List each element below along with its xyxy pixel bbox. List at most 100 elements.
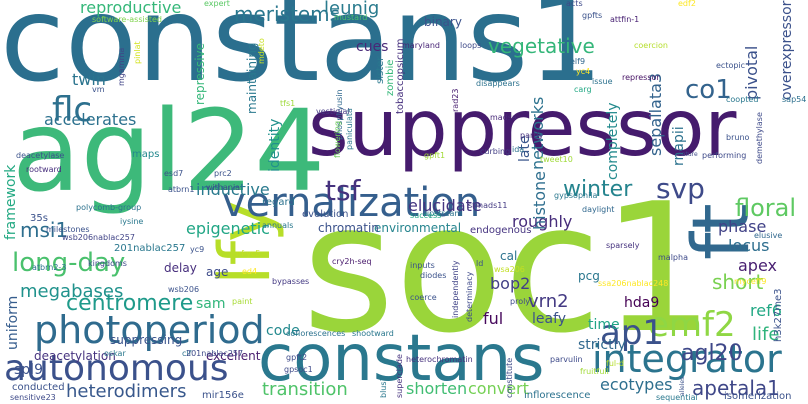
word-framework: framework	[3, 164, 19, 240]
word-co1: co1	[685, 75, 732, 105]
word-determinacy: determinacy	[465, 271, 474, 322]
word-svp: svp	[656, 172, 705, 205]
word-rnapii: rnapii	[671, 126, 687, 166]
word-performing: performing	[702, 151, 747, 160]
word-time: time	[588, 317, 620, 333]
word-constitute: constitute	[505, 357, 514, 398]
word-ecotypes: ecotypes	[600, 375, 673, 394]
word-independently: independently	[451, 260, 460, 318]
word-diodes: diodes	[420, 271, 447, 280]
word-constans1: constans1	[0, 0, 604, 108]
word-edf2: edf2	[678, 0, 696, 8]
word-mdeto: mdeto	[257, 38, 266, 64]
word-gpft1: gpft1	[424, 151, 446, 160]
word-disappears: disappears	[476, 79, 520, 88]
word-accelerates: accelerates	[44, 110, 137, 129]
word-short: short	[712, 270, 764, 294]
word-suppressing: suppressing	[110, 333, 183, 347]
word-ful-d: ful-d	[606, 359, 625, 368]
word-ed4: ed4	[242, 267, 258, 276]
word-yc9: yc9	[190, 245, 205, 254]
word-loops: loops	[460, 41, 482, 50]
word-upstream: upstream	[424, 209, 463, 218]
word-gpfts: gpfts	[582, 11, 603, 20]
word-madsa: madsa	[490, 113, 517, 122]
word-heterodimers: heterodimers	[66, 381, 187, 402]
word-software-assisted: software-assisted	[92, 15, 163, 24]
word-leunig: leunig	[324, 0, 380, 19]
word-elucidate: elucidate	[408, 196, 482, 215]
word-sap54: sap54	[782, 95, 807, 104]
word-shootward: shootward	[352, 329, 394, 338]
word-inflorescence: inflorescence	[524, 390, 591, 401]
word-elf9: elf9	[570, 57, 586, 66]
word-coflorescences: coflorescences	[286, 329, 346, 338]
word-annuals: annuals	[262, 221, 294, 230]
word-integrator: integrator	[592, 337, 782, 381]
word-issue: issue	[592, 77, 613, 86]
word-flc: flc	[52, 90, 93, 130]
word-acts: acts	[566, 0, 583, 8]
word-apex: apex	[738, 256, 777, 275]
word-maryland: maryland	[402, 41, 440, 50]
word-pivotal: pivotal	[742, 45, 761, 100]
word-mgamma: mgamma	[117, 47, 126, 86]
word-spl9: spl9	[14, 362, 43, 378]
word-carg: carg	[574, 85, 592, 94]
word-tobacco: tobaccopsicum	[395, 38, 406, 114]
word-success: success	[410, 211, 442, 220]
word-delay: delay	[164, 261, 197, 275]
word-cal: cal	[500, 249, 518, 263]
word-deacetylation: deacetylation	[34, 349, 116, 363]
word-atbrn2-3: atbrn2-3	[32, 263, 67, 272]
word-blus1: blus1	[379, 376, 388, 398]
word-sequential: sequential	[656, 393, 698, 402]
word-vm: vm	[92, 85, 105, 94]
word-constans: constans	[258, 322, 545, 396]
word-wsb206nablac257: wsb206nablac257	[62, 233, 135, 242]
word-isomerization: isomerization	[724, 391, 792, 402]
word-alleles: alleles	[679, 376, 686, 396]
word-prc2: prc2	[214, 169, 232, 178]
word-endogenous: endogenous	[470, 225, 532, 236]
word-inductive: inductive	[196, 180, 270, 199]
word-regard: regard	[262, 197, 295, 208]
word-phase: phase	[718, 217, 767, 236]
word-pcg: pcg	[578, 269, 600, 283]
word-shorten: shorten	[406, 379, 468, 398]
word-clf: clf	[182, 349, 192, 358]
word-twin: twin	[72, 70, 106, 89]
word-tfs1: tfs1	[280, 99, 296, 108]
word-attfin-1: attfin-1	[610, 15, 640, 24]
word-ap1: ap1	[600, 313, 665, 353]
word-demethylase: demethylase	[755, 112, 764, 164]
word-autonomous: autonomous	[4, 348, 229, 389]
word-overexpressor: overexpressor	[779, 0, 795, 100]
word-pinlat: pinlat	[133, 41, 142, 64]
word-sam: sam	[196, 296, 226, 312]
word-sepallata3: sepallata3	[646, 72, 665, 156]
word-ld: ld	[476, 259, 484, 268]
word-elusive: elusive	[754, 231, 783, 240]
word-expert: expert	[204, 0, 230, 8]
word-transition: transition	[262, 379, 348, 400]
word-tsf: tsf	[325, 174, 361, 207]
word-environmental: environmental	[374, 221, 462, 235]
word-vestigial: vestigial	[316, 107, 350, 116]
word-rootward: rootward	[26, 165, 62, 174]
word-hda9: hda9	[624, 295, 660, 311]
word-vegetative: vegetative	[488, 34, 595, 58]
word-milestones: milestones	[46, 225, 90, 234]
word-atbrn1: atbrn1	[168, 185, 195, 194]
word-reproductive: reproductive	[80, 0, 182, 17]
word-gpft2: gpft2	[286, 353, 308, 362]
word-completely: completely	[605, 102, 621, 180]
word-sparsely: sparsely	[606, 241, 640, 250]
word-vrn2: vrn2	[528, 291, 569, 312]
word-evolution: evolution	[302, 209, 349, 220]
word-daylight: daylight	[582, 205, 615, 214]
word-epigenetic: epigenetic	[186, 219, 270, 238]
word-excellent: excellent	[206, 349, 261, 363]
word-kingdoms: kingdoms	[88, 259, 127, 268]
word-uniform: uniform	[5, 295, 21, 350]
